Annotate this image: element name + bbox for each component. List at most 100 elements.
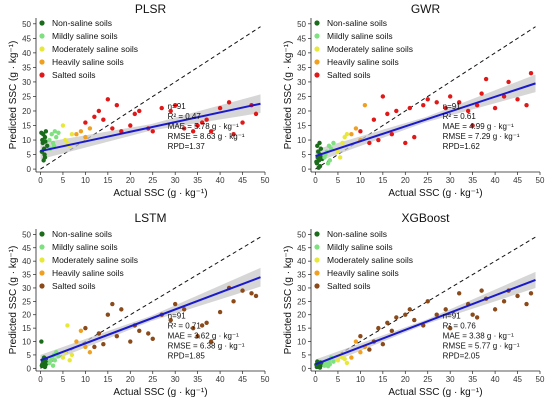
data-point [380,94,386,99]
x-tick-label: 30 [171,375,180,384]
data-point [74,132,79,137]
data-point [240,288,245,293]
data-point [87,350,93,355]
data-point [394,315,399,320]
data-point [337,155,343,160]
legend-label: Mildly saline soils [327,31,393,41]
stats-line: RMSE = 8.63 g · kg⁻¹ [168,132,245,141]
stats-line: MAE = 3.62 g · kg⁻¹ [168,331,239,340]
data-point [199,120,205,125]
data-point [137,328,142,334]
x-tick-label: 35 [468,176,477,185]
data-point [380,342,386,347]
data-point [240,120,245,125]
data-point [43,129,49,134]
data-point [479,91,484,96]
data-point [492,307,498,312]
data-point [335,358,341,363]
data-point [52,358,58,363]
data-point [470,123,475,128]
data-point [528,71,534,76]
data-point [49,132,54,137]
data-point [83,344,88,350]
x-tick-label: 15 [378,176,387,185]
legend-marker [39,46,45,52]
legend-marker [314,72,320,78]
x-tick-label: 5 [61,176,66,185]
data-point [376,325,381,331]
fit-line [315,278,536,366]
data-point [43,362,48,368]
x-tick-label: 35 [193,375,202,384]
data-point [317,140,322,146]
x-tick-label: 50 [261,176,270,185]
legend-label: Heavily saline soils [52,268,124,278]
stats-line: RPD=2.05 [443,351,481,360]
y-tick-label: 10 [22,338,31,347]
data-point [358,350,363,355]
data-point [325,363,331,369]
x-tick-label: 30 [446,176,455,185]
x-tick-label: 35 [468,375,477,384]
legend-marker [314,59,320,65]
data-point [318,146,324,151]
stats-line: MAE = 5.78 g · kg⁻¹ [168,122,239,131]
fit-line [40,102,261,153]
y-tick-label: 30 [22,78,31,87]
data-point [74,339,79,344]
legend-marker [39,244,45,250]
x-tick-label: 45 [238,375,247,384]
fit-line [315,82,536,157]
data-point [253,111,259,117]
confidence-band [40,267,261,366]
x-tick-label: 45 [513,375,522,384]
data-point [376,137,381,143]
data-point [101,117,106,122]
data-point [105,312,111,317]
y-tick-label: 20 [22,107,31,116]
legend-marker [39,72,45,78]
chart-panel-plsr: PLSR 0 5 10 15 20 25 30 35 40 45 50 0 5 10 15 20 25 30 35 40… [8,2,270,199]
legend-label: Moderately saline soils [52,255,138,265]
y-tick-label: 5 [302,351,307,360]
legend-label: Salted soils [52,281,95,291]
data-point [114,102,120,108]
data-point [114,333,120,339]
data-point [92,344,97,350]
data-point [48,358,53,364]
data-point [208,129,214,134]
legend-label: Salted soils [327,70,370,80]
data-point [349,355,354,360]
y-tick-label: 0 [302,165,307,174]
y-tick-label: 35 [297,63,306,72]
y-tick-label: 15 [297,324,306,333]
stats-line: RMSE = 6.38 g · kg⁻¹ [168,341,245,350]
chart-panel-gwr: GWR 0 5 10 15 20 25 30 35 40 45 50 0 5 10 15 20 25 30 35 40 4… [283,2,545,199]
data-point [316,165,321,170]
x-tick-label: 50 [261,375,270,384]
x-tick-label: 30 [171,176,180,185]
data-point [371,117,377,122]
data-point [465,108,471,114]
legend-marker [314,244,320,250]
data-point [45,143,50,149]
data-point [83,134,88,140]
data-point [385,111,390,117]
data-point [407,105,412,111]
stats-line: RMSE = 7.29 g · kg⁻¹ [443,132,520,141]
data-point [62,137,68,143]
y-tick-label: 35 [297,271,306,280]
data-point [492,105,498,111]
y-tick-label: 40 [297,257,306,266]
data-point [54,134,59,140]
data-point [331,140,336,146]
x-tick-label: 5 [61,375,66,384]
y-tick-label: 40 [22,257,31,266]
x-tick-label: 40 [491,375,500,384]
x-axis-label: Actual SSC (g · kg⁻¹) [113,188,207,199]
y-tick-label: 50 [297,20,306,29]
data-point [425,97,430,102]
data-point [349,132,354,137]
data-point [39,130,44,135]
legend-marker [314,46,320,52]
